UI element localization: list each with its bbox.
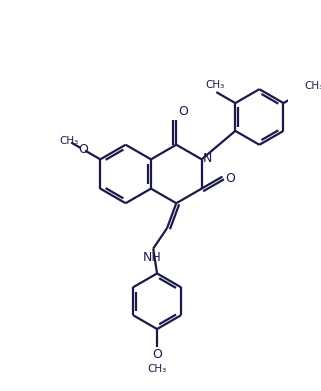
Text: CH₃: CH₃: [147, 364, 167, 374]
Text: CH₃: CH₃: [205, 80, 224, 90]
Text: O: O: [152, 348, 162, 361]
Text: N: N: [203, 152, 213, 165]
Text: O: O: [178, 105, 188, 118]
Text: NH: NH: [142, 251, 161, 264]
Text: O: O: [226, 172, 235, 185]
Text: CH₃: CH₃: [59, 136, 79, 146]
Text: CH₃: CH₃: [305, 81, 321, 91]
Text: O: O: [78, 143, 88, 156]
